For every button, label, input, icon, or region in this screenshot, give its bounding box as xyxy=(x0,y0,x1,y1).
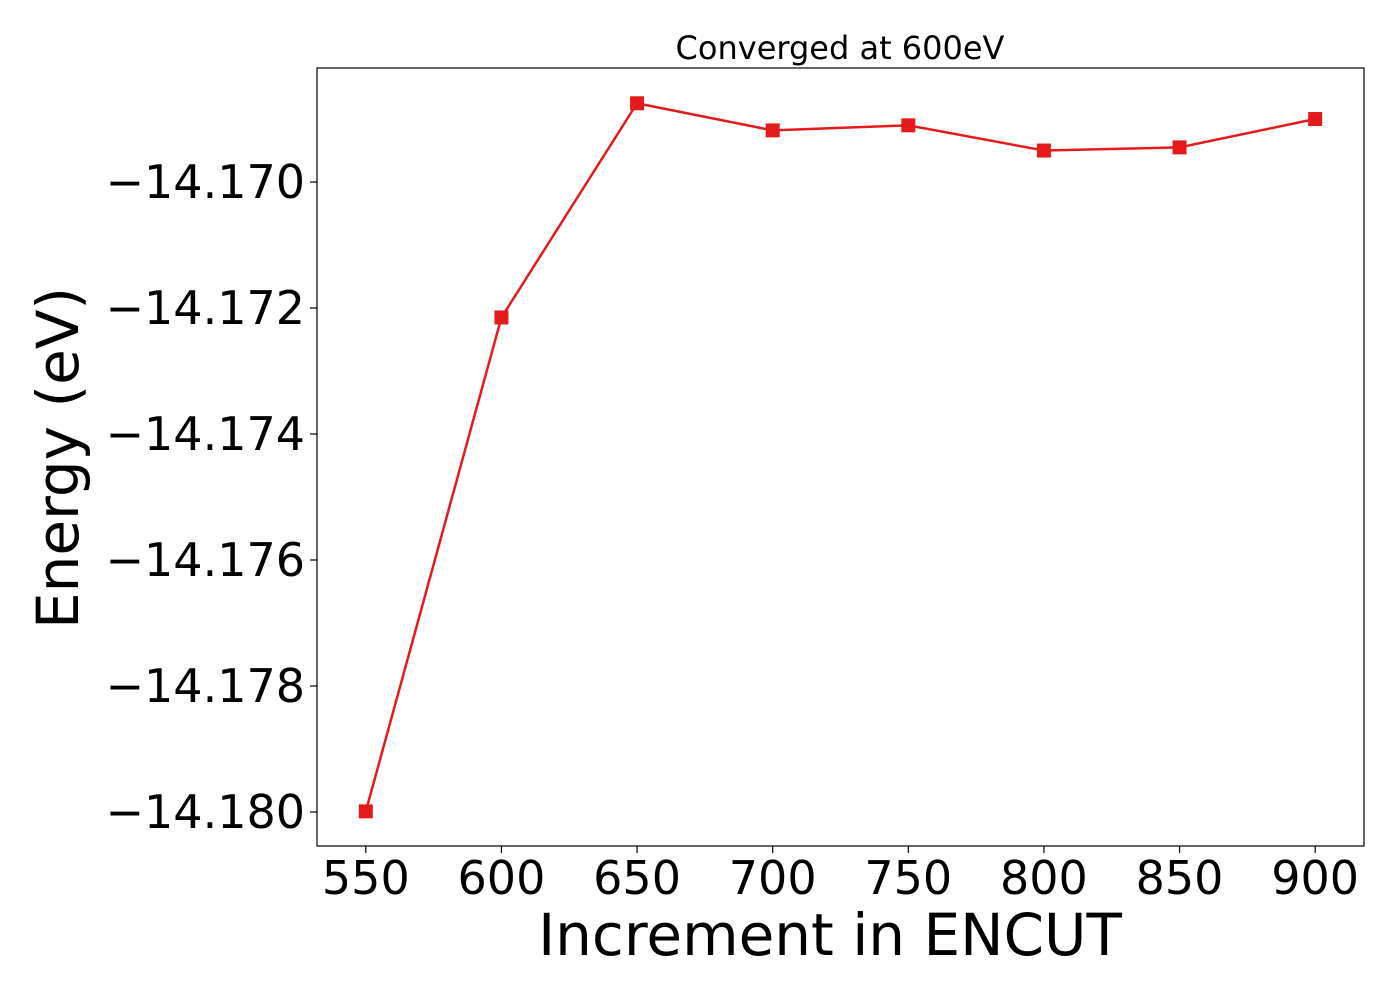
y-axis-label: Energy (eV) xyxy=(24,287,92,629)
x-tick-label: 800 xyxy=(1000,851,1088,905)
x-tick-label: 750 xyxy=(864,851,952,905)
data-point xyxy=(494,310,509,325)
data-point xyxy=(765,123,780,138)
data-point xyxy=(1172,140,1187,155)
x-tick-label: 850 xyxy=(1136,851,1224,905)
data-point xyxy=(1036,143,1051,158)
data-point xyxy=(630,96,645,111)
x-axis: 550 600 650 700 750 800 850 900 xyxy=(322,846,1359,905)
y-axis: −14.170 −14.172 −14.174 −14.176 −14.178 −14.1… xyxy=(106,155,317,839)
x-tick-label: 600 xyxy=(458,851,546,905)
chart-title: Converged at 600eV xyxy=(676,29,1005,67)
y-tick-label: −14.178 xyxy=(106,659,306,713)
x-tick-label: 550 xyxy=(322,851,410,905)
y-tick-label: −14.176 xyxy=(106,533,306,587)
x-tick-label: 650 xyxy=(593,851,681,905)
plot-area-frame xyxy=(316,67,1365,847)
data-point xyxy=(358,804,373,819)
series-line xyxy=(364,101,1316,812)
y-tick-label: −14.180 xyxy=(106,785,306,839)
x-tick-label: 900 xyxy=(1271,851,1359,905)
y-tick-label: −14.172 xyxy=(106,281,306,335)
x-axis-label: Increment in ENCUT xyxy=(538,901,1122,969)
data-point xyxy=(901,118,916,133)
x-tick-label: 700 xyxy=(729,851,817,905)
series-layer xyxy=(358,96,1323,819)
y-tick-label: −14.174 xyxy=(106,407,306,461)
y-tick-label: −14.170 xyxy=(106,155,306,209)
data-point xyxy=(1308,112,1323,127)
